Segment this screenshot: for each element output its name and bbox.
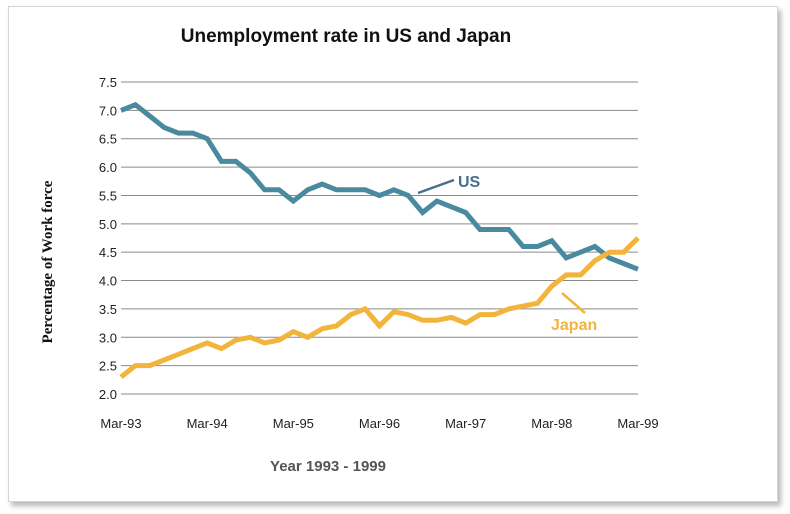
x-axis-ticks: Mar-93 Mar-94 Mar-95 Mar-96 Mar-97 Mar-98 Mar-… [100, 416, 658, 431]
annotation-leader-japan [561, 292, 586, 314]
x-tick-label: Mar-99 [617, 416, 658, 431]
y-tick-label: 2.0 [99, 387, 117, 402]
series-line-us [120, 101, 639, 272]
y-tick-label: 7.0 [99, 103, 117, 118]
y-tick-label: 4.5 [99, 245, 117, 260]
annotation-leader-us [417, 178, 455, 195]
y-tick-label: 5.0 [99, 217, 117, 232]
y-tick-label: 5.5 [99, 188, 117, 203]
series-lines [119, 101, 640, 379]
x-tick-label: Mar-97 [445, 416, 486, 431]
chart-frame [8, 6, 778, 502]
y-tick-label: 2.5 [99, 359, 117, 374]
y-tick-label: 3.0 [99, 330, 117, 345]
annotation-label-us: US [458, 174, 481, 191]
y-tick-label: 6.5 [99, 132, 117, 147]
y-axis-ticks: 7.5 7.0 6.5 6.0 5.5 5.0 4.5 4.0 3.5 3.0 2.5 2.0 [99, 75, 117, 402]
x-tick-label: Mar-95 [273, 416, 314, 431]
x-axis-label: Year 1993 - 1999 [270, 458, 386, 475]
series-line-japan [119, 236, 640, 379]
x-tick-label: Mar-98 [531, 416, 572, 431]
y-tick-label: 7.5 [99, 75, 117, 90]
y-tick-label: 4.0 [99, 274, 117, 289]
y-tick-label: 6.0 [99, 160, 117, 175]
x-tick-label: Mar-93 [100, 416, 141, 431]
x-tick-label: Mar-96 [359, 416, 400, 431]
chart-title: Unemployment rate in US and Japan [181, 26, 511, 47]
series-annotations: US Japan [417, 174, 597, 334]
y-axis-label: Percentage of Work force [40, 180, 56, 343]
grid [121, 81, 638, 395]
x-tick-label: Mar-94 [187, 416, 228, 431]
y-tick-label: 3.5 [99, 302, 117, 317]
annotation-label-japan: Japan [551, 317, 597, 334]
